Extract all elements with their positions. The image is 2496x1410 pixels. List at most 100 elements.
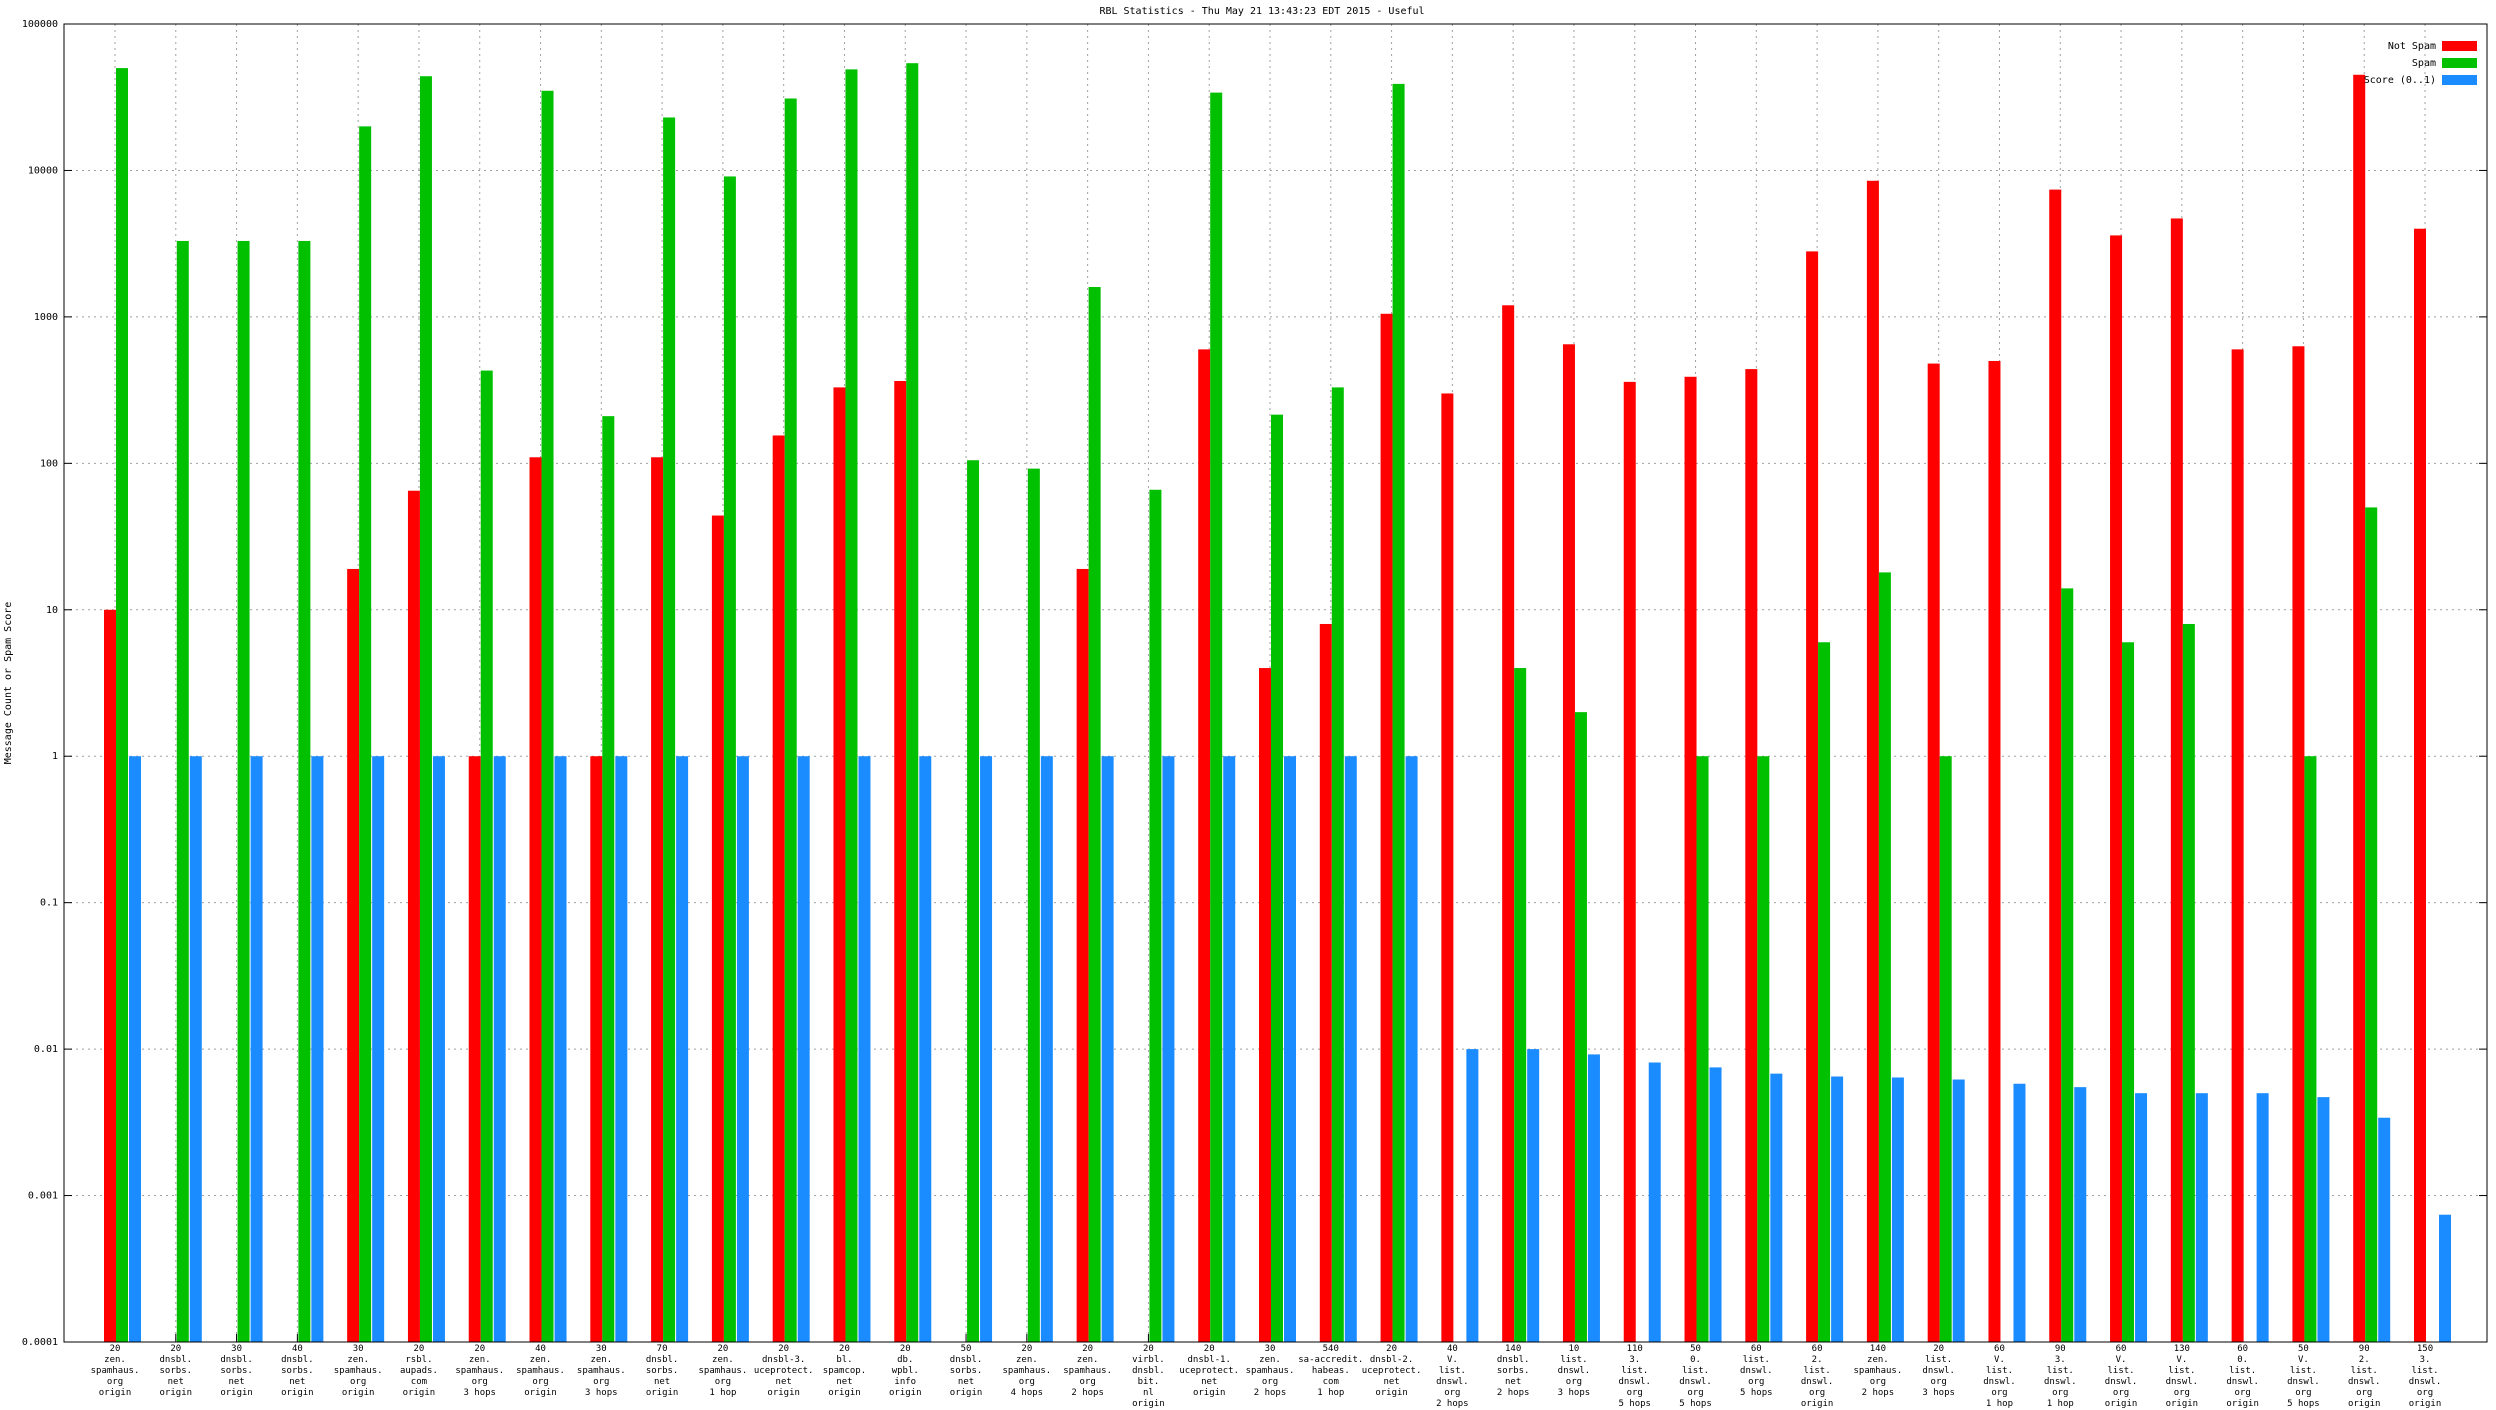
plot-frame [63, 23, 2488, 1343]
bar [129, 756, 141, 1342]
bar [1770, 1073, 1783, 1342]
x-tick-label: 20 zen. spamhaus. org 3 hops [455, 1344, 505, 1398]
y-tick-label: 10 [46, 605, 58, 616]
x-tick-label: 20 list. dnswl. org 3 hops [1922, 1344, 1955, 1398]
bar [250, 756, 263, 1342]
bar [1952, 1079, 1965, 1342]
x-tick-label: 110 3. list. dnswl. org 5 hops [1618, 1344, 1651, 1409]
bar [1076, 568, 1089, 1342]
x-tick-label: 20 zen. spamhaus. org 4 hops [1002, 1344, 1052, 1398]
bar [347, 568, 360, 1342]
bar [1027, 468, 1040, 1342]
legend-label: Not Spam [2388, 41, 2436, 52]
bar [663, 117, 676, 1342]
x-tick-label: 150 3. list. dnswl. org origin [2408, 1344, 2442, 1409]
x-tick-label: 20 bl. spamcop. net origin [822, 1344, 867, 1398]
x-tick-label: 60 V. list. dnswl. org origin [2104, 1344, 2138, 1409]
chart-title: RBL Statistics - Thu May 21 13:43:23 EDT… [1099, 6, 1424, 17]
y-tick-label: 100000 [22, 19, 58, 30]
y-tick-label: 100 [40, 458, 58, 469]
bar [2135, 1093, 2148, 1342]
bar [1162, 756, 1175, 1342]
bar [1514, 668, 1527, 1342]
x-tick-label: 30 zen. spamhaus. org 3 hops [576, 1344, 626, 1398]
bar [1210, 92, 1223, 1343]
bar [1891, 1077, 1904, 1342]
legend-swatch [2442, 75, 2477, 85]
x-tick-label: 60 0. list. dnswl. org origin [2226, 1344, 2259, 1409]
bar [311, 756, 324, 1342]
bar [2170, 218, 2183, 1343]
bar [1344, 756, 1357, 1342]
x-tick-label: 90 3. list. dnswl. org 1 hop [2043, 1344, 2077, 1409]
bar [1878, 572, 1891, 1342]
bar [1866, 180, 1879, 1343]
bar [1259, 668, 1271, 1342]
bar [967, 460, 980, 1342]
bar [1149, 489, 1162, 1342]
bar [1040, 756, 1053, 1342]
bar [1562, 344, 1575, 1342]
bar [1466, 1049, 1479, 1342]
bar [2414, 228, 2426, 1342]
bar [1696, 756, 1709, 1342]
x-tick-label: 20 virbl. dnsbl. bit. nl origin [1132, 1344, 1165, 1409]
x-tick-label: 40 zen. spamhaus. org origin [516, 1344, 565, 1398]
x-tick-label: 60 list. dnswl. org 5 hops [1740, 1344, 1773, 1398]
x-tick-label: 60 V. list. dnswl. org 1 hop [1983, 1344, 2016, 1409]
bar [858, 756, 871, 1342]
bar [1284, 756, 1296, 1342]
x-tick-label: 540 sa-accredit. habeas. com 1 hop [1298, 1344, 1364, 1398]
bar [480, 370, 493, 1342]
bar [541, 90, 554, 1343]
bar [2049, 189, 2062, 1342]
bar [1198, 349, 1211, 1342]
bar [529, 457, 542, 1342]
bar [493, 756, 506, 1342]
bar [2378, 1117, 2391, 1342]
bar [1684, 376, 1697, 1342]
bar [176, 240, 189, 1342]
bar [104, 609, 116, 1342]
y-tick-label: 0.1 [40, 898, 58, 909]
bar [2317, 1097, 2330, 1342]
bar [894, 380, 907, 1343]
x-tick-label: 30 zen. spamhaus. org 2 hops [1245, 1344, 1295, 1398]
bar [736, 756, 749, 1342]
bar [2439, 1214, 2451, 1342]
bar [116, 68, 128, 1342]
x-tick-label: 20 zen. spamhaus. org 2 hops [1063, 1344, 1113, 1398]
bar [1527, 1049, 1540, 1342]
x-tick-label: 50 V. list. dnswl. org 5 hops [2287, 1344, 2320, 1409]
bar [651, 457, 664, 1342]
legend-label: Spam [2412, 58, 2436, 69]
x-tick-label: 20 rsbl. aupads. com origin [399, 1344, 438, 1398]
bar [590, 756, 603, 1342]
bar [980, 756, 993, 1342]
bar [1818, 642, 1831, 1342]
bar [2292, 346, 2305, 1342]
y-axis-label: Message Count or Spam Score [3, 602, 14, 765]
bar [1574, 712, 1587, 1342]
bar [2231, 349, 2244, 1342]
x-tick-label: 20 dnsbl-1. uceprotect. net origin [1179, 1344, 1239, 1398]
bar [2074, 1087, 2087, 1342]
x-tick-label: 30 zen. spamhaus. org origin [333, 1344, 383, 1398]
x-tick-label: 60 2. list. dnswl. org origin [1800, 1344, 1834, 1409]
bar [1331, 387, 1344, 1342]
bar [1623, 381, 1636, 1342]
bar [2256, 1093, 2269, 1342]
bar [1502, 305, 1515, 1343]
x-tick-label: 20 dnsbl-3. uceprotect. net origin [753, 1344, 814, 1398]
bar [845, 69, 858, 1343]
bar [2110, 235, 2123, 1342]
y-tick-label: 0.001 [28, 1191, 58, 1202]
bar [1271, 414, 1283, 1343]
legend-label: Score (0..1) [2364, 75, 2436, 86]
bar [1101, 756, 1114, 1342]
bar [1088, 286, 1101, 1343]
bar [906, 63, 919, 1342]
bar [1939, 756, 1952, 1342]
x-tick-label: 130 V. list. dnswl. org origin [2165, 1344, 2199, 1409]
